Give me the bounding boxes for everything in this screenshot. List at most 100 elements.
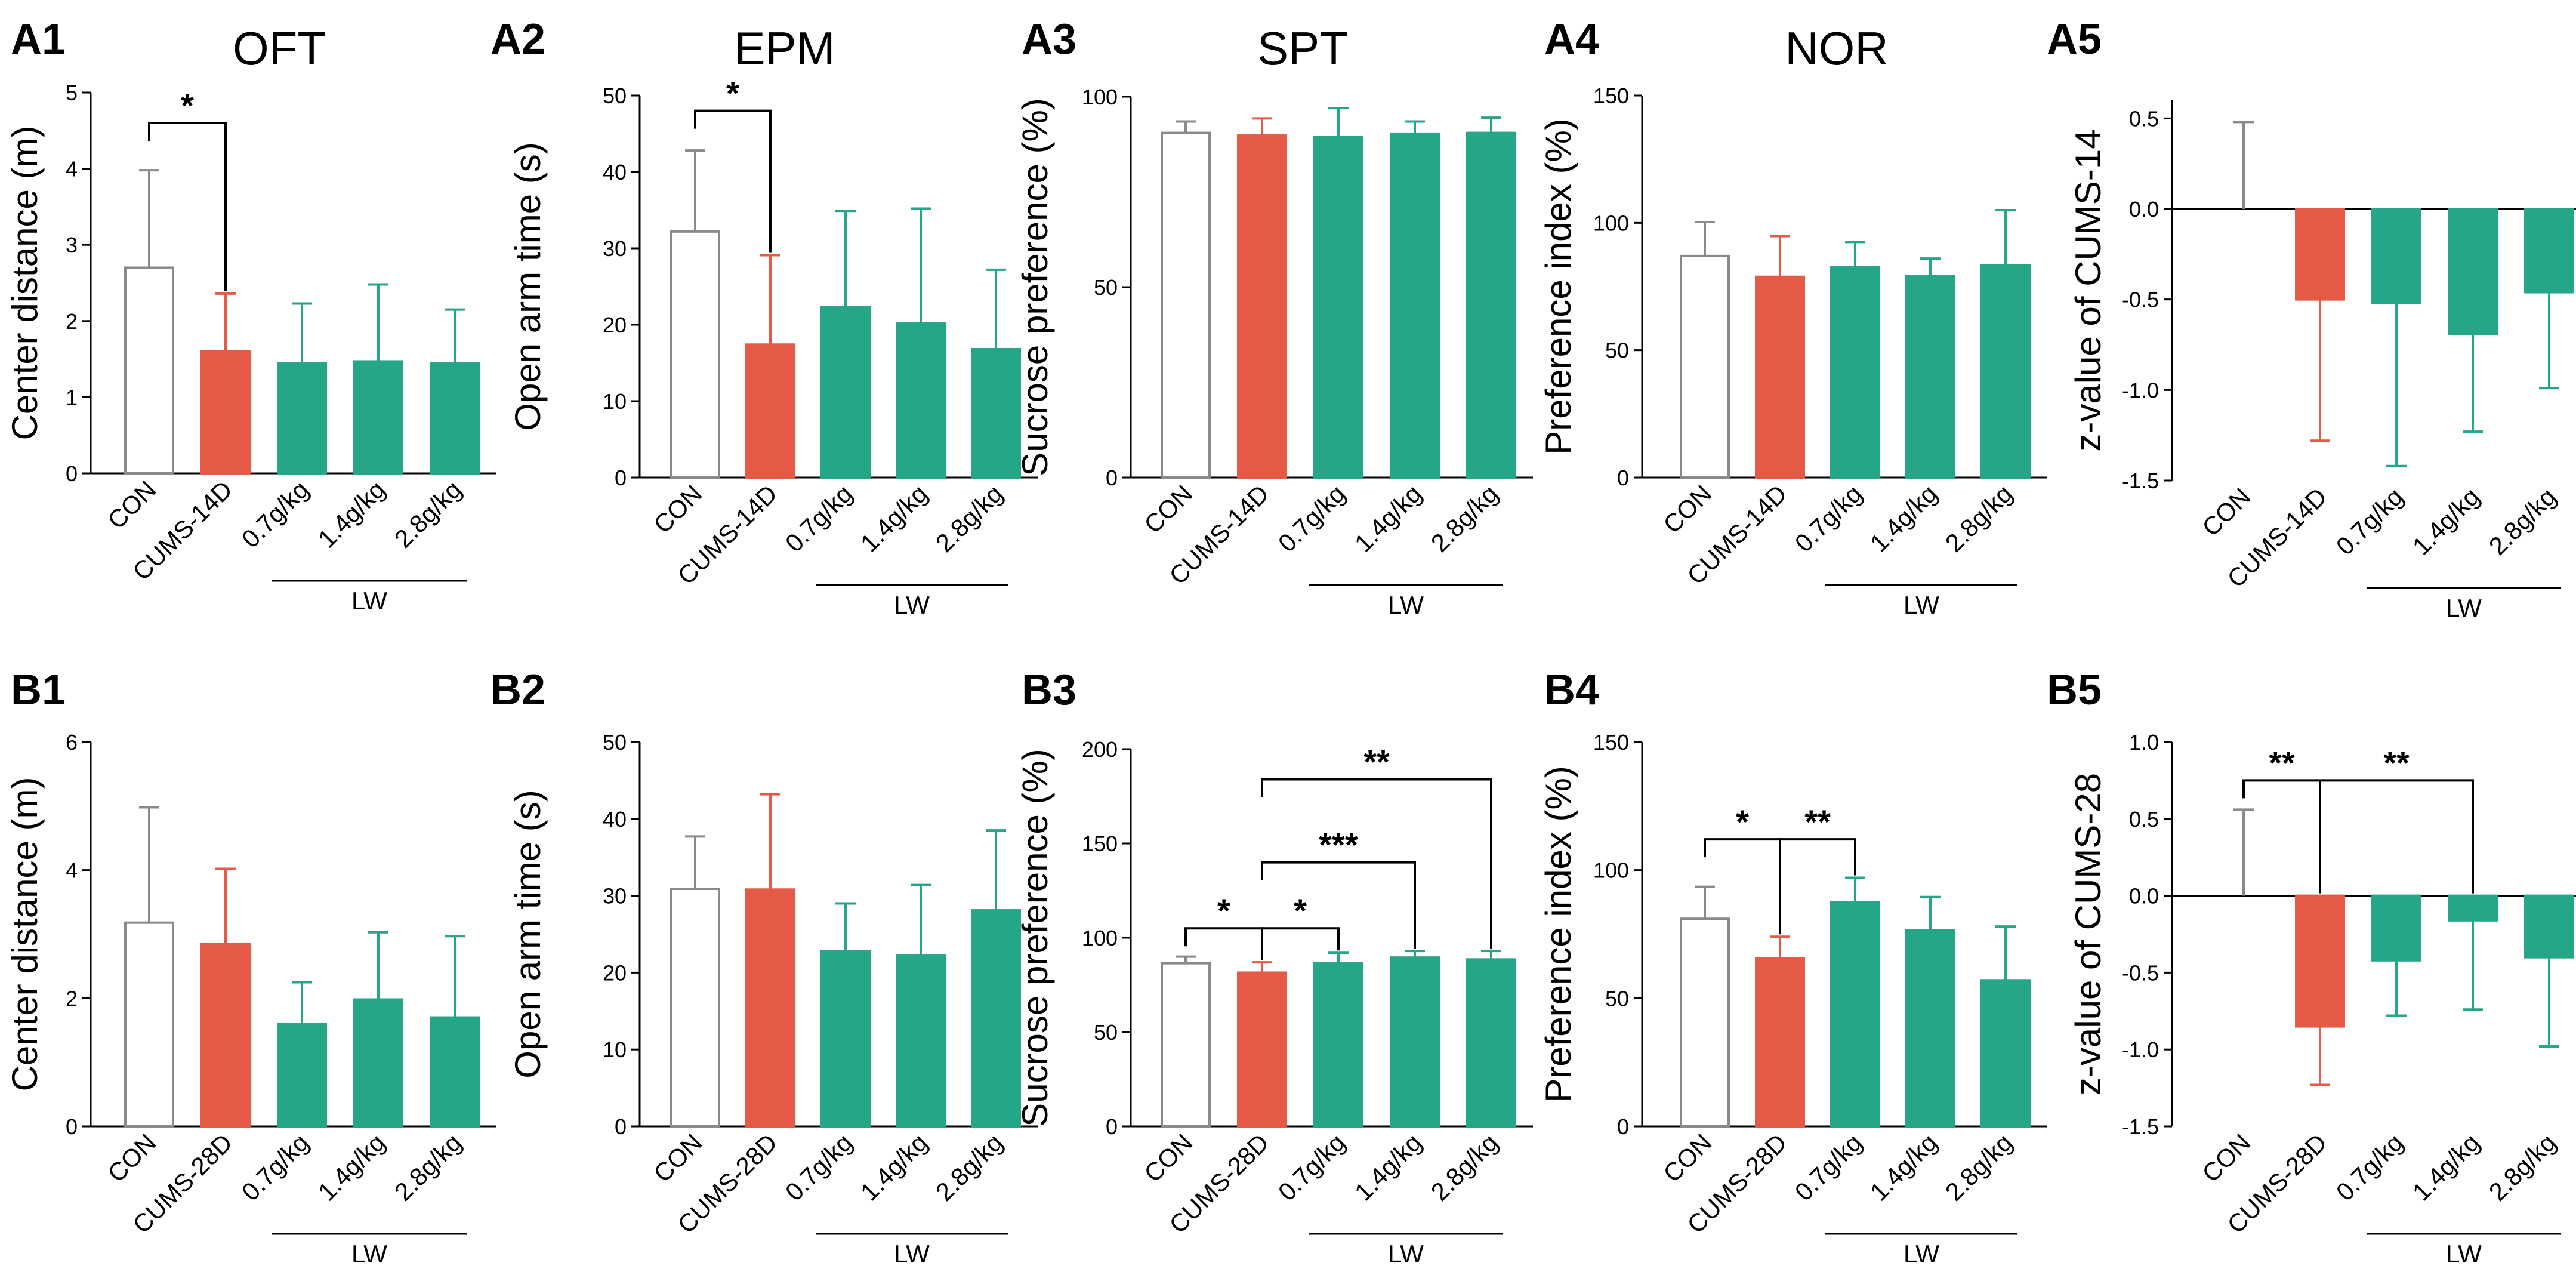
y-axis-label: Preference index (%) (1538, 118, 1578, 455)
y-tick-label: -1.5 (2122, 1114, 2159, 1139)
category-label: 1.4g/kg (2407, 1128, 2485, 1206)
panel-label-B5: B5 (2047, 666, 2102, 714)
y-tick-label: 100 (1593, 211, 1629, 235)
y-tick-label: 20 (603, 960, 627, 985)
significance-bracket (1184, 927, 1263, 960)
y-tick-label: 20 (603, 313, 627, 337)
y-tick-label: 50 (603, 84, 627, 108)
y-tick-label: 10 (603, 1037, 627, 1062)
y-tick-label: 0.5 (2129, 807, 2159, 832)
bar-2.8g/kg (430, 361, 480, 475)
significance-bracket (2319, 779, 2474, 894)
y-tick-label: 2 (66, 986, 78, 1011)
group-label: LW (351, 1240, 387, 1268)
category-label: 0.7g/kg (780, 1128, 858, 1206)
panel-label-B3: B3 (1022, 666, 1076, 714)
y-tick-label: 0 (66, 1114, 78, 1139)
y-axis-label: Center distance (m) (5, 777, 45, 1092)
significance-label: * (726, 75, 739, 112)
category-label: 0.7g/kg (2331, 1128, 2409, 1206)
category-label: 0.7g/kg (1273, 1128, 1351, 1206)
y-tick-label: 0 (1617, 466, 1629, 490)
panel-label-A4: A4 (1544, 16, 1599, 63)
significance-bracket (2242, 779, 2321, 894)
bar-2.8g/kg (1466, 958, 1516, 1128)
significance-label: ** (1804, 803, 1831, 840)
bar-CON (1680, 254, 1730, 479)
bar-1.4g/kg (1390, 956, 1440, 1128)
y-tick-label: 30 (603, 236, 627, 261)
y-tick-label: 50 (1094, 275, 1118, 300)
category-label: CON (1658, 1128, 1717, 1187)
significance-label: * (181, 87, 194, 124)
category-label: CON (2196, 1128, 2256, 1187)
panel-title-A2: EPM (734, 22, 835, 75)
y-tick-label: 0 (615, 466, 627, 490)
category-label: 1.4g/kg (855, 479, 933, 558)
bar-1.4g/kg (2448, 894, 2498, 922)
significance-bracket (694, 109, 772, 253)
bar-0.7g/kg (1830, 901, 1880, 1128)
panel-title-A4: NOR (1785, 22, 1888, 75)
significance-bracket (148, 122, 227, 291)
bar-0.7g/kg (820, 950, 871, 1128)
y-tick-label: 50 (1605, 338, 1629, 363)
y-tick-label: 4 (66, 858, 78, 883)
bar-1.4g/kg (353, 998, 403, 1128)
panel-label-A3: A3 (1022, 16, 1076, 63)
group-label: LW (351, 587, 387, 615)
y-tick-label: 0.0 (2129, 884, 2159, 909)
significance-label: ** (2269, 744, 2295, 781)
significance-label: * (1736, 803, 1749, 840)
category-label: 2.8g/kg (1426, 1128, 1504, 1206)
y-tick-label: 100 (1082, 85, 1118, 109)
category-label: 1.4g/kg (855, 1128, 933, 1206)
bar-CUMS-14D (2295, 208, 2345, 301)
group-label: LW (2446, 594, 2482, 622)
category-label: 1.4g/kg (1865, 1128, 1943, 1206)
panel-label-B4: B4 (1544, 666, 1599, 714)
category-label: 1.4g/kg (313, 475, 391, 553)
bar-CON (1680, 917, 1730, 1128)
category-label: CON (648, 479, 707, 538)
significance-bracket (1704, 838, 1781, 935)
bar-CON (124, 266, 174, 475)
y-axis-label: Preference index (%) (1538, 766, 1578, 1103)
y-tick-label: 5 (66, 81, 78, 105)
bar-2.8g/kg (1980, 979, 2031, 1128)
y-axis-label: Open arm time (s) (508, 790, 548, 1078)
panel-label-B1: B1 (11, 666, 66, 714)
y-tick-label: -1.0 (2122, 378, 2159, 402)
y-axis-label: Sucrose preference (%) (1015, 98, 1055, 476)
category-label: 0.7g/kg (236, 1128, 314, 1206)
category-label: 2.8g/kg (389, 475, 467, 553)
group-label: LW (1388, 1240, 1424, 1268)
bar-CUMS-28D (1237, 971, 1287, 1128)
y-tick-label: 100 (1593, 858, 1629, 883)
category-label: 0.7g/kg (2331, 482, 2409, 561)
bar-0.7g/kg (2371, 894, 2421, 962)
bar-1.4g/kg (896, 954, 946, 1128)
group-label: LW (1904, 1240, 1939, 1268)
category-label: CON (1658, 479, 1717, 538)
bar-CUMS-28D (745, 888, 795, 1128)
panel-label-A2: A2 (490, 16, 545, 63)
significance-label: ** (2383, 744, 2410, 781)
y-tick-label: 0 (1106, 466, 1118, 490)
y-tick-label: 50 (603, 730, 627, 755)
bar-CON (1161, 962, 1211, 1128)
panel-title-A1: OFT (233, 22, 326, 75)
category-label: 2.8g/kg (1940, 1128, 2018, 1206)
bar-1.4g/kg (896, 322, 946, 479)
y-tick-label: 100 (1082, 926, 1118, 950)
panel-label-A1: A1 (11, 16, 66, 63)
panel-label-A5: A5 (2047, 16, 2102, 63)
y-tick-label: 3 (66, 233, 78, 257)
y-tick-label: 200 (1082, 737, 1118, 762)
y-axis-label: z-value of CUMS-14 (2068, 129, 2108, 451)
y-tick-label: -0.5 (2122, 960, 2159, 985)
y-tick-label: 0 (1106, 1114, 1118, 1139)
